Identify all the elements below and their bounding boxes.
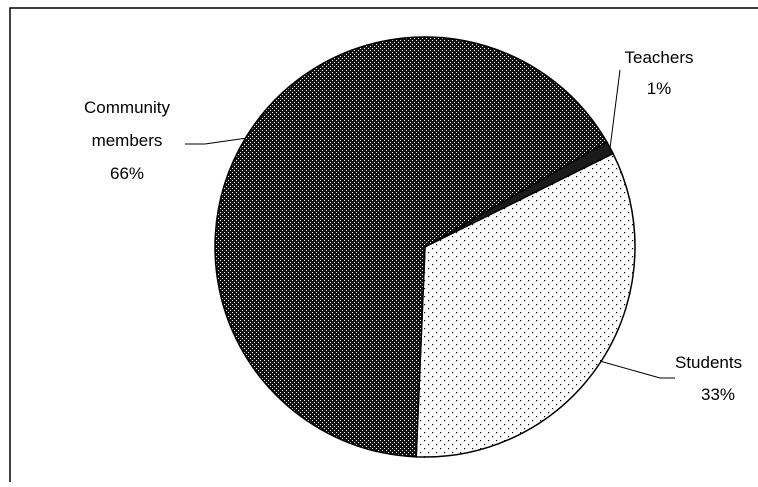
- pie-slice-students: [415, 152, 636, 458]
- label-community-name-line1: Community: [84, 98, 170, 117]
- label-community-value: 66%: [110, 164, 144, 183]
- label-teachers-name: Teachers: [625, 48, 694, 67]
- leader-line-community: [185, 137, 246, 145]
- pie-slice-community-members: [214, 36, 608, 458]
- leader-line-teachers: [609, 69, 621, 148]
- chart-border: [9, 7, 758, 482]
- label-students-name: Students: [675, 353, 742, 372]
- label-students-value: 33%: [701, 385, 735, 404]
- leader-line-students: [600, 360, 675, 379]
- label-teachers-value: 1%: [647, 79, 672, 98]
- label-community-name-line2: members: [92, 131, 163, 150]
